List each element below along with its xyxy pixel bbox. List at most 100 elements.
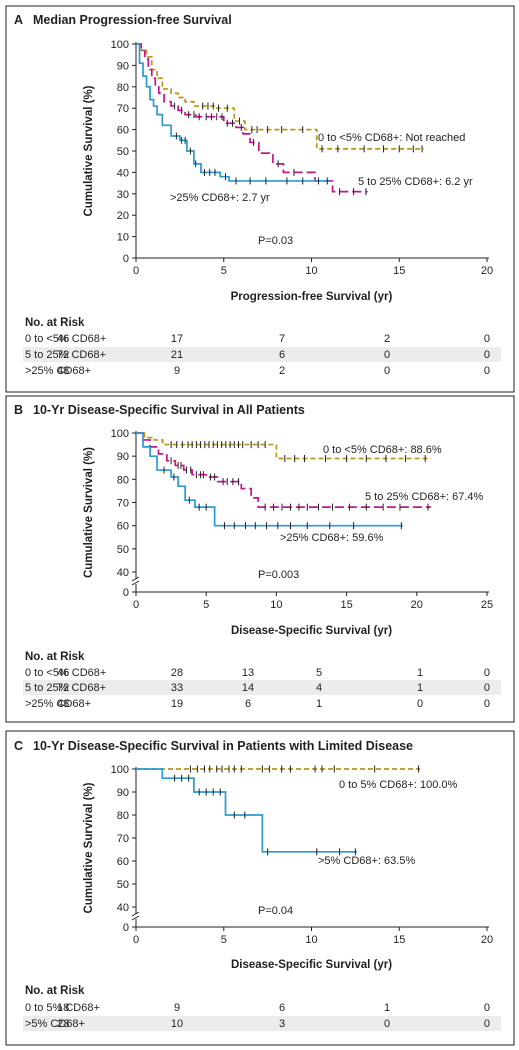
- x-tick-label: 15: [393, 934, 405, 946]
- risk-value: 0: [484, 333, 490, 345]
- x-tick-label: 20: [411, 599, 423, 611]
- series-25-cd68: >25% CD68+: 2.7 yr: [136, 43, 330, 204]
- risk-value: 9: [174, 365, 180, 377]
- y-axis-title: Cumulative Survival (%): [83, 782, 95, 913]
- y-tick-label: 0: [123, 922, 129, 934]
- panel-title: 10-Yr Disease-Specific Survival in All P…: [33, 403, 305, 417]
- risk-value: 28: [171, 667, 183, 679]
- series-label: 0 to <5% CD68+: Not reached: [318, 132, 465, 144]
- risk-value: 0: [484, 682, 490, 694]
- series-label: 5 to 25% CD68+: 6.2 yr: [358, 176, 473, 188]
- risk-value: 6: [279, 1002, 285, 1014]
- risk-value: 33: [171, 682, 183, 694]
- risk-value: 72: [57, 682, 69, 694]
- axis-break-gap: [132, 914, 140, 919]
- axis-break-mark: [131, 915, 140, 921]
- y-tick-label: 40: [117, 902, 129, 914]
- risk-value: 0: [384, 365, 390, 377]
- risk-value: 46: [57, 333, 69, 345]
- x-tick-label: 0: [133, 265, 139, 277]
- risk-table: No. at Risk 0 to <5% CD68+46 17 7 2 0 5 to 25%…: [23, 317, 501, 377]
- risk-value: 4: [316, 682, 322, 694]
- x-tick-label: 0: [133, 934, 139, 946]
- y-tick-label: 60: [117, 856, 129, 868]
- risk-value: 1: [316, 698, 322, 710]
- series-label: 0 to 5% CD68+: 100.0%: [339, 779, 458, 791]
- x-tick-label: 0: [133, 599, 139, 611]
- risk-row-label: 0 to 5% CD68+: [25, 1002, 100, 1014]
- panel-b: B 10-Yr Disease-Specific Survival in All …: [5, 395, 515, 723]
- y-tick-label: 50: [117, 146, 129, 158]
- risk-value: 1: [417, 682, 423, 694]
- x-tick-label: 10: [305, 934, 317, 946]
- y-tick-label: 20: [117, 210, 129, 222]
- x-axis-title: Disease-Specific Survival (yr): [231, 625, 392, 637]
- risk-value: 0: [384, 1018, 390, 1030]
- y-tick-label: 70: [117, 103, 129, 115]
- risk-value: 0: [384, 349, 390, 361]
- risk-row-shade: [23, 347, 501, 362]
- risk-value: 13: [242, 667, 254, 679]
- x-tick-label: 5: [221, 934, 227, 946]
- risk-value: 0: [484, 349, 490, 361]
- series-0-to-5-cd68: 0 to <5% CD68+: 88.6%: [136, 432, 442, 462]
- risk-value: 1: [417, 667, 423, 679]
- y-tick-label: 90: [117, 60, 129, 72]
- risk-value: 10: [171, 1018, 183, 1030]
- y-tick-label: 10: [117, 232, 129, 244]
- x-tick-label: 15: [340, 599, 352, 611]
- risk-value: 21: [171, 349, 183, 361]
- panel-frame: [5, 395, 515, 723]
- risk-value: 0: [484, 1018, 490, 1030]
- risk-value: 6: [279, 349, 285, 361]
- risk-value: 0: [484, 1002, 490, 1014]
- risk-table-title: No. at Risk: [25, 317, 85, 329]
- y-tick-label: 80: [117, 474, 129, 486]
- series-5-to-25-cd68: 5 to 25% CD68+: 67.4%: [136, 432, 484, 511]
- y-tick-label: 70: [117, 498, 129, 510]
- risk-value: 0: [417, 698, 423, 710]
- y-tick-label: 70: [117, 833, 129, 845]
- x-axis-title: Disease-Specific Survival (yr): [231, 959, 392, 971]
- series-label: >5% CD68+: 63.5%: [318, 855, 415, 867]
- y-tick-label: 50: [117, 544, 129, 556]
- x-tick-label: 10: [270, 599, 282, 611]
- y-tick-label: 90: [117, 451, 129, 463]
- risk-value: 9: [174, 1002, 180, 1014]
- risk-value: 0: [484, 698, 490, 710]
- survival-curve: [136, 432, 431, 460]
- panel-frame: [5, 5, 515, 393]
- risk-row-label: 0 to <5% CD68+: [25, 667, 106, 679]
- y-tick-label: 90: [117, 787, 129, 799]
- risk-value: 6: [245, 698, 251, 710]
- risk-row-label: 0 to <5% CD68+: [25, 333, 106, 345]
- panel-letter: C: [14, 739, 23, 753]
- risk-table-title: No. at Risk: [25, 651, 85, 663]
- x-tick-label: 15: [393, 265, 405, 277]
- risk-value: 48: [57, 698, 69, 710]
- y-tick-label: 60: [117, 125, 129, 137]
- risk-value: 17: [171, 333, 183, 345]
- series-5-to-25-cd68: 5 to 25% CD68+: 6.2 yr: [136, 43, 473, 196]
- risk-table-title: No. at Risk: [25, 985, 85, 997]
- x-tick-label: 25: [481, 599, 493, 611]
- y-axis-title: Cumulative Survival (%): [83, 447, 95, 578]
- risk-value: 72: [57, 349, 69, 361]
- risk-row-label: 5 to 25% CD68+: [25, 349, 106, 361]
- risk-row-label: >25% CD68+: [25, 365, 91, 377]
- p-value: P=0.04: [258, 905, 293, 917]
- p-value: P=0.003: [258, 569, 299, 581]
- y-tick-label: 50: [117, 879, 129, 891]
- y-tick-label: 100: [111, 39, 129, 51]
- series-label: >25% CD68+: 59.6%: [280, 532, 384, 544]
- risk-value: 2: [279, 365, 285, 377]
- x-tick-label: 5: [221, 265, 227, 277]
- risk-value: 46: [57, 667, 69, 679]
- panel-letter: B: [14, 403, 23, 417]
- axis-break-gap: [132, 579, 140, 584]
- x-tick-label: 10: [305, 265, 317, 277]
- x-tick-label: 5: [203, 599, 209, 611]
- survival-curve: [136, 432, 431, 508]
